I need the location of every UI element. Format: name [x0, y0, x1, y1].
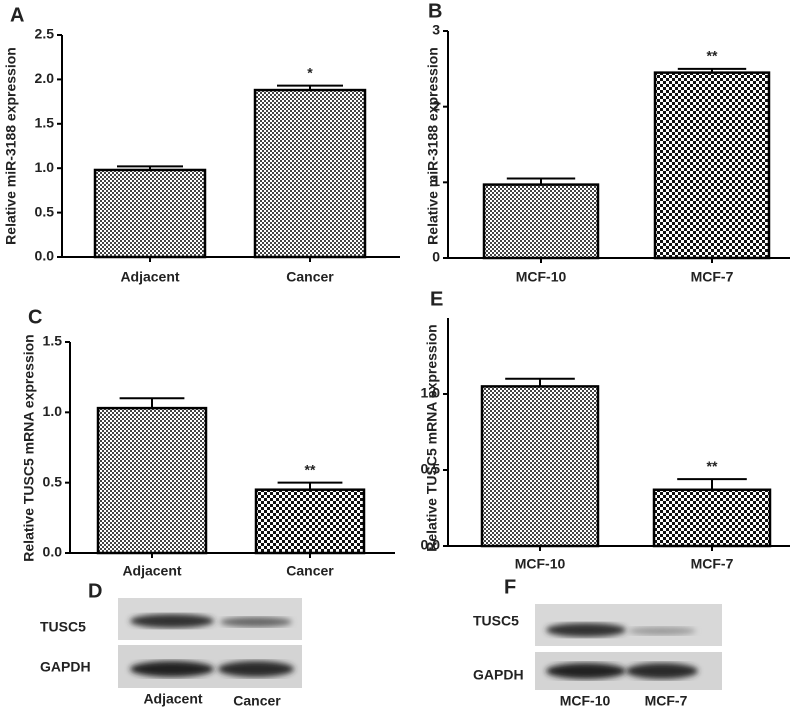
y-axis-label: Relative miR-3188 expression [3, 47, 19, 245]
x-tick-label: MCF-7 [691, 269, 734, 285]
y-axis-label: Relative TUSC5 mRNA expression [21, 334, 37, 561]
y-tick-label: 0.0 [43, 544, 63, 560]
row-label: GAPDH [40, 659, 91, 675]
significance-label: ** [305, 461, 316, 477]
bar [482, 183, 600, 260]
row-label: TUSC5 [40, 619, 86, 635]
bar [253, 88, 367, 259]
y-tick-label: 2 [432, 97, 440, 113]
significance-label: ** [707, 48, 718, 64]
x-tick-label: Cancer [286, 563, 334, 579]
blot-f: F TUSC5 GAPDH MCF-10 MCF-7 [473, 576, 722, 709]
y-tick-label: 1 [432, 173, 440, 189]
bar [653, 71, 771, 260]
y-tick-label: 0.5 [35, 203, 55, 219]
significance-label: * [307, 64, 313, 80]
row-label: TUSC5 [473, 613, 519, 629]
bar [652, 488, 772, 548]
y-axis-label: Relative miR-3188 expression [425, 47, 441, 245]
lane-label: MCF-10 [560, 693, 611, 709]
y-tick-label: 1.0 [421, 385, 441, 401]
x-tick-label: Cancer [286, 269, 334, 285]
blot-d: D TUSC5 GAPDH Adjacent Cancer [40, 580, 302, 709]
y-tick-label: 0.5 [43, 473, 63, 489]
band [626, 663, 698, 679]
panel-label: D [88, 580, 102, 602]
y-tick-label: 1.5 [35, 115, 55, 131]
x-tick-label: Adjacent [120, 269, 179, 285]
bar [480, 385, 600, 548]
band [218, 661, 294, 677]
x-tick-label: MCF-7 [691, 556, 734, 572]
y-tick-label: 1.5 [43, 333, 63, 349]
x-tick-label: MCF-10 [515, 556, 566, 572]
y-tick-label: 2.5 [35, 26, 55, 42]
bar [93, 168, 207, 259]
x-tick-label: MCF-10 [516, 269, 567, 285]
band [546, 663, 626, 679]
lane-label: Adjacent [143, 691, 202, 707]
x-tick-label: Adjacent [122, 563, 181, 579]
panel-label: B [428, 0, 442, 22]
y-tick-label: 1.0 [43, 403, 63, 419]
significance-label: ** [707, 458, 718, 474]
lane-label: MCF-7 [645, 693, 688, 709]
y-tick-label: 0 [432, 249, 440, 265]
panel-label: A [10, 4, 24, 26]
y-axis-label: Relative TUSC5 mRNA expression [424, 324, 440, 551]
row-label: GAPDH [473, 667, 524, 683]
y-tick-label: 2.0 [35, 70, 55, 86]
y-tick-label: 0.0 [421, 537, 441, 553]
y-tick-label: 3 [432, 22, 440, 38]
panel-label: C [28, 306, 42, 328]
band [130, 614, 214, 628]
y-tick-label: 0.0 [35, 248, 55, 264]
bar [254, 488, 366, 555]
y-tick-label: 0.5 [421, 461, 441, 477]
band [130, 661, 214, 677]
band [220, 617, 292, 627]
band [546, 623, 626, 637]
lane-label: Cancer [233, 693, 281, 709]
panel-label: E [430, 288, 443, 310]
y-tick-label: 1.0 [35, 159, 55, 175]
band [628, 627, 696, 635]
panel-label: F [504, 576, 516, 598]
bar [96, 406, 208, 555]
